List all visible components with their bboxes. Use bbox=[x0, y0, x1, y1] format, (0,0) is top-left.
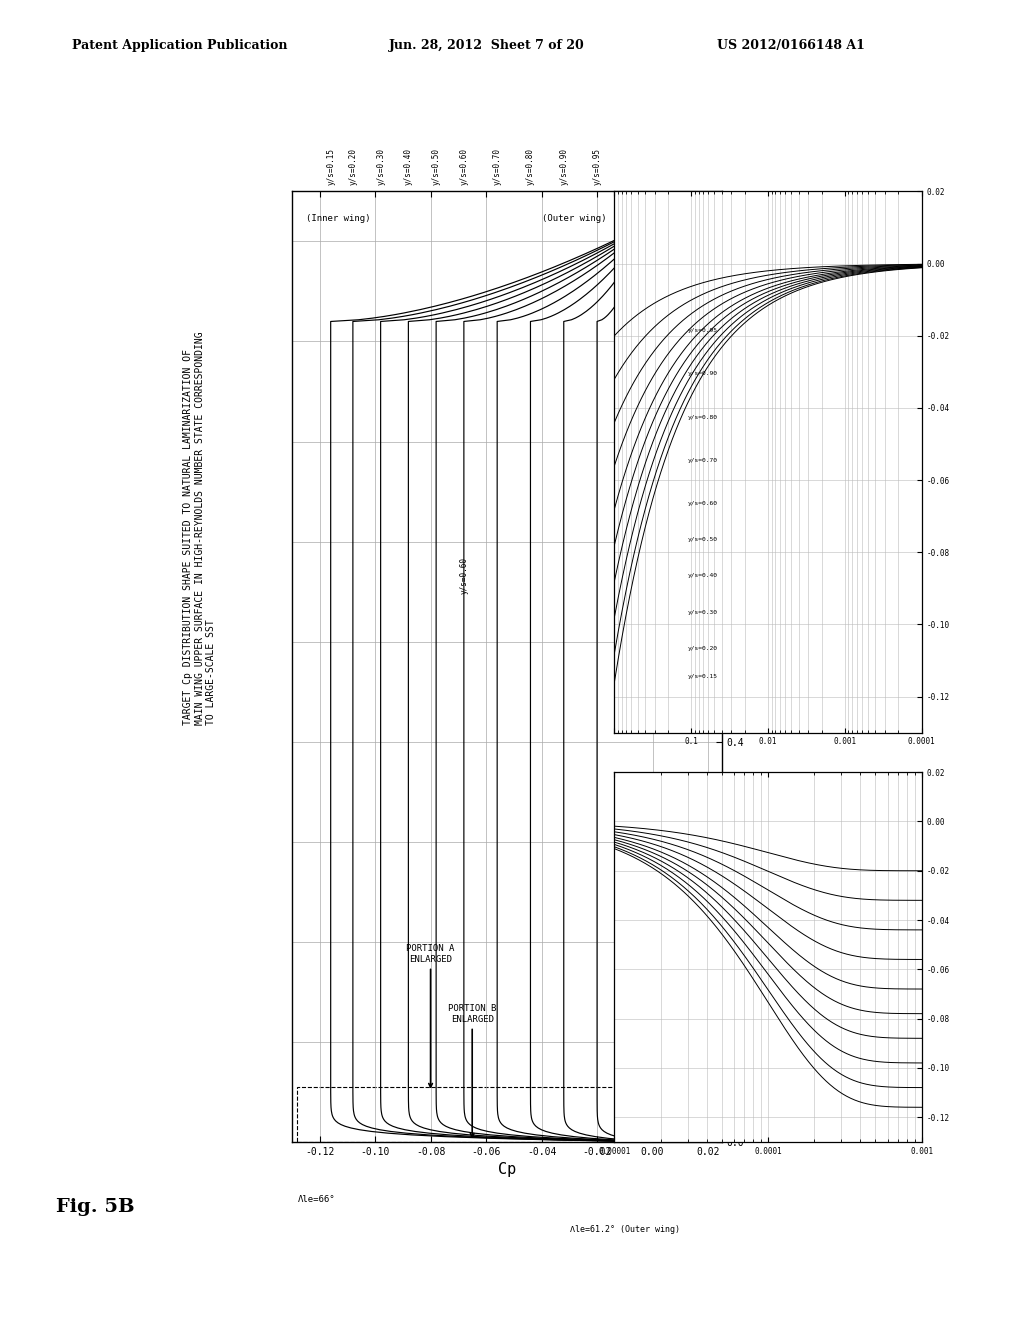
Text: y/s=0.80: y/s=0.80 bbox=[526, 148, 535, 185]
Text: A: A bbox=[688, 1094, 694, 1104]
Text: y/s=0.95: y/s=0.95 bbox=[688, 329, 718, 333]
Text: y/s=0.90: y/s=0.90 bbox=[559, 148, 568, 185]
Text: (Outer wing): (Outer wing) bbox=[542, 214, 606, 223]
Text: US 2012/0166148 A1: US 2012/0166148 A1 bbox=[717, 38, 864, 51]
Text: Jun. 28, 2012  Sheet 7 of 20: Jun. 28, 2012 Sheet 7 of 20 bbox=[389, 38, 585, 51]
Text: y/s=0.60: y/s=0.60 bbox=[688, 502, 718, 507]
Text: PORTION B
ENLARGED: PORTION B ENLARGED bbox=[449, 1005, 497, 1137]
Text: y/s=0.70: y/s=0.70 bbox=[493, 148, 502, 185]
Text: y/s=0.30: y/s=0.30 bbox=[376, 148, 385, 185]
Text: Λle=66°: Λle=66° bbox=[297, 1195, 335, 1204]
Text: y/s=0.95: y/s=0.95 bbox=[593, 148, 601, 185]
Bar bbox=[297, 1086, 686, 1142]
Text: y/s=0.50: y/s=0.50 bbox=[432, 148, 440, 185]
Text: Fig. 5B: Fig. 5B bbox=[56, 1197, 135, 1216]
Text: y/s=0.40: y/s=0.40 bbox=[688, 573, 718, 578]
Text: TARGET Cp DISTRIBUTION SHAPE SUITED TO NATURAL LAMINARIZATION OF
MAIN WING UPPER: TARGET Cp DISTRIBUTION SHAPE SUITED TO N… bbox=[183, 331, 216, 725]
Text: y/s=0.30: y/s=0.30 bbox=[688, 610, 718, 615]
Text: y/s=0.15: y/s=0.15 bbox=[688, 675, 718, 680]
Text: PORTION A
ENLARGED: PORTION A ENLARGED bbox=[407, 944, 455, 1088]
Text: y/s=0.40: y/s=0.40 bbox=[403, 148, 413, 185]
Text: y/s=0.60: y/s=0.60 bbox=[460, 557, 468, 594]
Y-axis label: ξ ≡ X/C: ξ ≡ X/C bbox=[726, 667, 779, 680]
Text: y/s=0.15: y/s=0.15 bbox=[327, 148, 335, 185]
Text: y/s=0.60: y/s=0.60 bbox=[460, 148, 468, 185]
Text: y/s=0.50: y/s=0.50 bbox=[688, 537, 718, 543]
Text: y/s=0.80: y/s=0.80 bbox=[688, 414, 718, 420]
Text: B: B bbox=[688, 1123, 694, 1134]
Text: y/s=0.20: y/s=0.20 bbox=[348, 148, 357, 185]
Text: y/s=0.70: y/s=0.70 bbox=[688, 458, 718, 463]
Text: (Inner wing): (Inner wing) bbox=[306, 214, 371, 223]
X-axis label: Cp: Cp bbox=[498, 1162, 516, 1177]
Text: Λle=61.2° (Outer wing): Λle=61.2° (Outer wing) bbox=[570, 1225, 680, 1234]
Text: y/s=0.20: y/s=0.20 bbox=[688, 645, 718, 651]
Text: y/s=0.90: y/s=0.90 bbox=[688, 371, 718, 376]
Text: Patent Application Publication: Patent Application Publication bbox=[72, 38, 287, 51]
Text: 0.2: 0.2 bbox=[667, 935, 681, 944]
